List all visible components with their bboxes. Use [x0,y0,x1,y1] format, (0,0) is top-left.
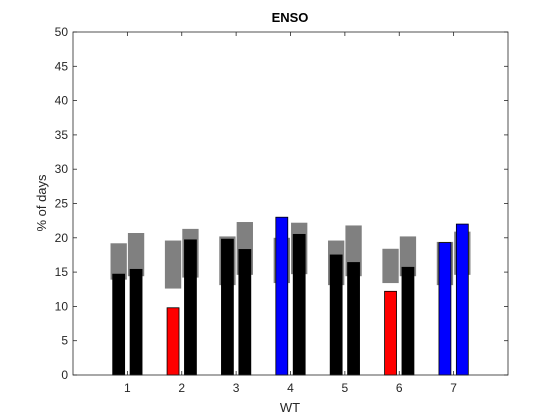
y-tick-label: 20 [55,231,69,245]
bar-wt4-s1 [275,216,289,376]
bar-wt3-s1 [221,238,234,376]
y-tick-label: 40 [55,94,69,108]
y-tick-label: 30 [55,162,69,176]
range-box-wt6-s2 [399,236,417,277]
x-tick-label: 7 [450,381,457,395]
bar-wt3-s2 [238,249,252,376]
y-tick-label: 25 [55,197,69,211]
x-axis-label: WT [280,400,300,415]
x-tick-label: 6 [396,381,403,395]
y-tick-label: 10 [55,299,69,313]
bars [112,216,469,376]
bar-wt1-s1 [112,273,126,376]
y-tick-label: 50 [55,25,69,39]
bar-wt5-s1 [329,254,343,376]
x-tick-label: 4 [287,381,294,395]
y-tick-label: 45 [55,59,69,73]
y-tick-label: 0 [61,368,68,382]
y-tick-label: 35 [55,128,69,142]
range-box-wt6-s1 [382,248,399,284]
y-axis-label: % of days [34,174,49,232]
range-box-wt1-s1 [110,243,127,280]
y-tick-label: 5 [61,334,68,348]
chart-title: ENSO [272,10,309,25]
bar-wt4-s2 [292,233,306,376]
x-tick-label: 1 [124,381,131,395]
range-boxes [110,222,471,289]
x-tick-label: 2 [178,381,185,395]
x-tick-label: 5 [342,381,349,395]
bar-wt2-s2 [184,239,197,376]
bar-wt7-s2 [455,223,469,376]
bar-wt6-s2 [401,266,415,376]
range-box-wt2-s1 [164,240,182,289]
bar-wt6-s1 [384,290,397,376]
bar-wt2-s1 [166,307,180,376]
bar-wt1-s2 [129,268,143,376]
bar-wt7-s1 [438,242,452,376]
bar-wt5-s2 [347,262,360,376]
x-tick-label: 3 [233,381,240,395]
y-tick-label: 15 [55,265,69,279]
range-box-wt1-s2 [127,232,145,277]
